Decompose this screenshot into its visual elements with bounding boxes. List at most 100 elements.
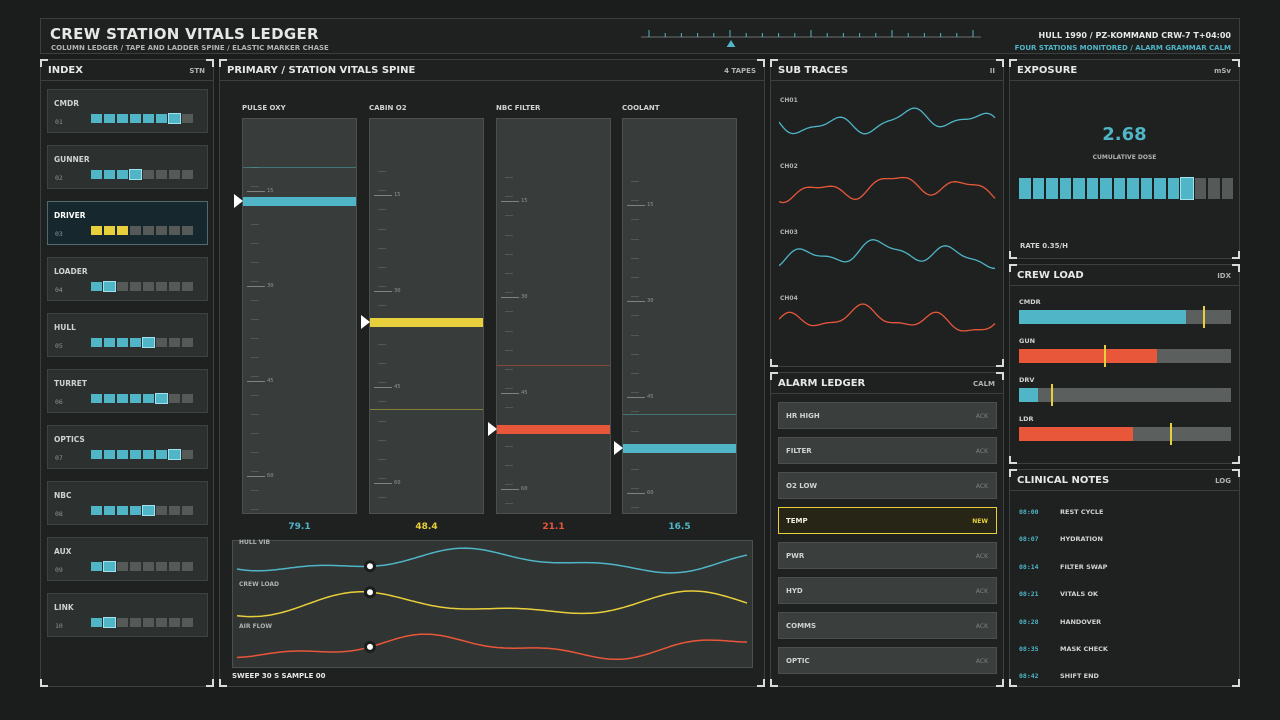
station-item-optics[interactable]: OPTICS 07 — [47, 425, 208, 469]
tape-tick — [505, 292, 513, 294]
dose-segment — [1086, 178, 1098, 199]
level-segment — [143, 114, 154, 123]
station-name: CMDR — [54, 99, 79, 108]
station-item-loader[interactable]: LOADER 04 — [47, 257, 208, 301]
level-segment — [156, 170, 167, 179]
station-level-gauge — [91, 113, 193, 124]
tape-pointer-icon[interactable] — [488, 422, 497, 436]
level-segment — [182, 282, 193, 291]
tape-pointer-icon[interactable] — [361, 315, 370, 329]
level-segment — [130, 618, 141, 627]
tape-tick — [631, 353, 639, 355]
station-item-cmdr[interactable]: CMDR 01 — [47, 89, 208, 133]
note-time: 08:07 — [1019, 535, 1039, 544]
level-segment — [156, 114, 167, 123]
dose-rate: RATE 0.35/H — [1020, 242, 1068, 250]
tape-threshold-line — [497, 365, 610, 366]
alarm-item-hr-high[interactable]: HR HIGH ACK — [778, 402, 997, 429]
tape-tick-major — [247, 381, 265, 382]
tape-tick-label: 15 — [647, 202, 654, 208]
level-segment — [143, 562, 154, 571]
alarm-item-optic[interactable]: OPTIC ACK — [778, 647, 997, 674]
tape-tick — [631, 392, 639, 394]
scrubber-marker-icon[interactable] — [726, 40, 736, 47]
chase-label-hull-vib: HULL VIB — [239, 539, 271, 546]
station-item-driver[interactable]: DRIVER 03 — [47, 201, 208, 245]
tape-tick-major — [627, 397, 645, 398]
alarm-item-temp[interactable]: TEMP NEW — [778, 507, 997, 534]
tape-tick — [378, 420, 386, 422]
notes-tag: LOG — [1215, 477, 1231, 485]
alarm-item-filter[interactable]: FILTER ACK — [778, 437, 997, 464]
tape-tick — [505, 177, 513, 178]
exposure-unit: mSv — [1214, 67, 1231, 75]
subtraces-tag: II — [989, 67, 995, 75]
alarm-state: ACK — [975, 623, 988, 630]
station-item-link[interactable]: LINK 10 — [47, 593, 208, 637]
tape-tick — [505, 349, 513, 351]
level-segment — [104, 450, 115, 459]
vital-tape[interactable]: 15 30 45 60 — [369, 118, 484, 514]
tape-tick — [631, 277, 639, 278]
level-segment — [117, 618, 128, 627]
station-name: GUNNER — [54, 155, 90, 164]
station-item-gunner[interactable]: GUNNER 02 — [47, 145, 208, 189]
level-segment — [142, 337, 155, 348]
station-item-hull[interactable]: HULL 05 — [47, 313, 208, 357]
tape-tick — [505, 273, 513, 274]
tape-tick-major — [247, 286, 265, 287]
alarm-item-pwr[interactable]: PWR ACK — [778, 542, 997, 569]
marker-chase[interactable]: HULL VIB CREW LOAD AIR FLOW — [232, 539, 753, 668]
level-segment — [91, 618, 102, 627]
alarm-item-o2-low[interactable]: O2 LOW ACK — [778, 472, 997, 499]
dose-gauge — [1019, 177, 1233, 200]
tape-tick — [251, 414, 259, 415]
level-segment — [156, 226, 167, 235]
load-label: GUN — [1019, 337, 1036, 345]
timeline-scrubber[interactable] — [641, 27, 981, 47]
note-text: SHIFT END — [1060, 672, 1099, 681]
level-segment — [129, 169, 142, 180]
tape-tick-label: 30 — [647, 298, 654, 304]
vital-tape[interactable]: 15 30 45 60 — [496, 118, 611, 514]
level-segment — [182, 450, 193, 459]
station-level-gauge — [91, 449, 193, 460]
vital-tape[interactable]: 15 30 45 60 — [242, 118, 357, 514]
level-segment — [130, 226, 141, 235]
tape-tick — [631, 238, 639, 240]
station-number: 03 — [55, 230, 63, 238]
alarm-item-comms[interactable]: COMMS ACK — [778, 612, 997, 639]
tape-tick — [378, 209, 386, 211]
alarm-item-hyd[interactable]: HYD ACK — [778, 577, 997, 604]
tape-level-bar — [623, 444, 736, 453]
primary-title: PRIMARY / STATION VITALS SPINE — [227, 65, 416, 76]
level-segment — [182, 226, 193, 235]
tape-tick-major — [374, 291, 392, 292]
tape-pointer-icon[interactable] — [234, 194, 243, 208]
trace-label-ch03: CH03 — [780, 229, 798, 236]
dose-segment — [1154, 178, 1166, 199]
tape-tick — [378, 228, 386, 230]
station-level-gauge — [91, 561, 193, 572]
tape-tick — [378, 478, 386, 480]
level-segment — [130, 338, 141, 347]
tape-tick — [631, 181, 639, 182]
tape-tick — [631, 411, 639, 413]
tape-pointer-icon[interactable] — [614, 441, 623, 455]
level-segment — [104, 338, 115, 347]
tape-tick-label: 15 — [394, 192, 401, 198]
station-item-nbc[interactable]: NBC 08 — [47, 481, 208, 525]
level-segment — [104, 506, 115, 515]
tape-tick — [251, 357, 259, 358]
vital-tape[interactable]: 15 30 45 60 — [622, 118, 737, 514]
alarm-state: ACK — [975, 448, 988, 455]
dose-value: 2.68 — [1102, 124, 1147, 145]
station-level-gauge — [91, 281, 193, 292]
station-item-aux[interactable]: AUX 09 — [47, 537, 208, 581]
tape-tick — [378, 267, 386, 268]
level-segment — [104, 226, 115, 235]
station-item-turret[interactable]: TURRET 06 — [47, 369, 208, 413]
chase-trace — [236, 547, 748, 574]
tape-threshold-line — [243, 167, 356, 168]
tape-tick — [251, 300, 259, 301]
